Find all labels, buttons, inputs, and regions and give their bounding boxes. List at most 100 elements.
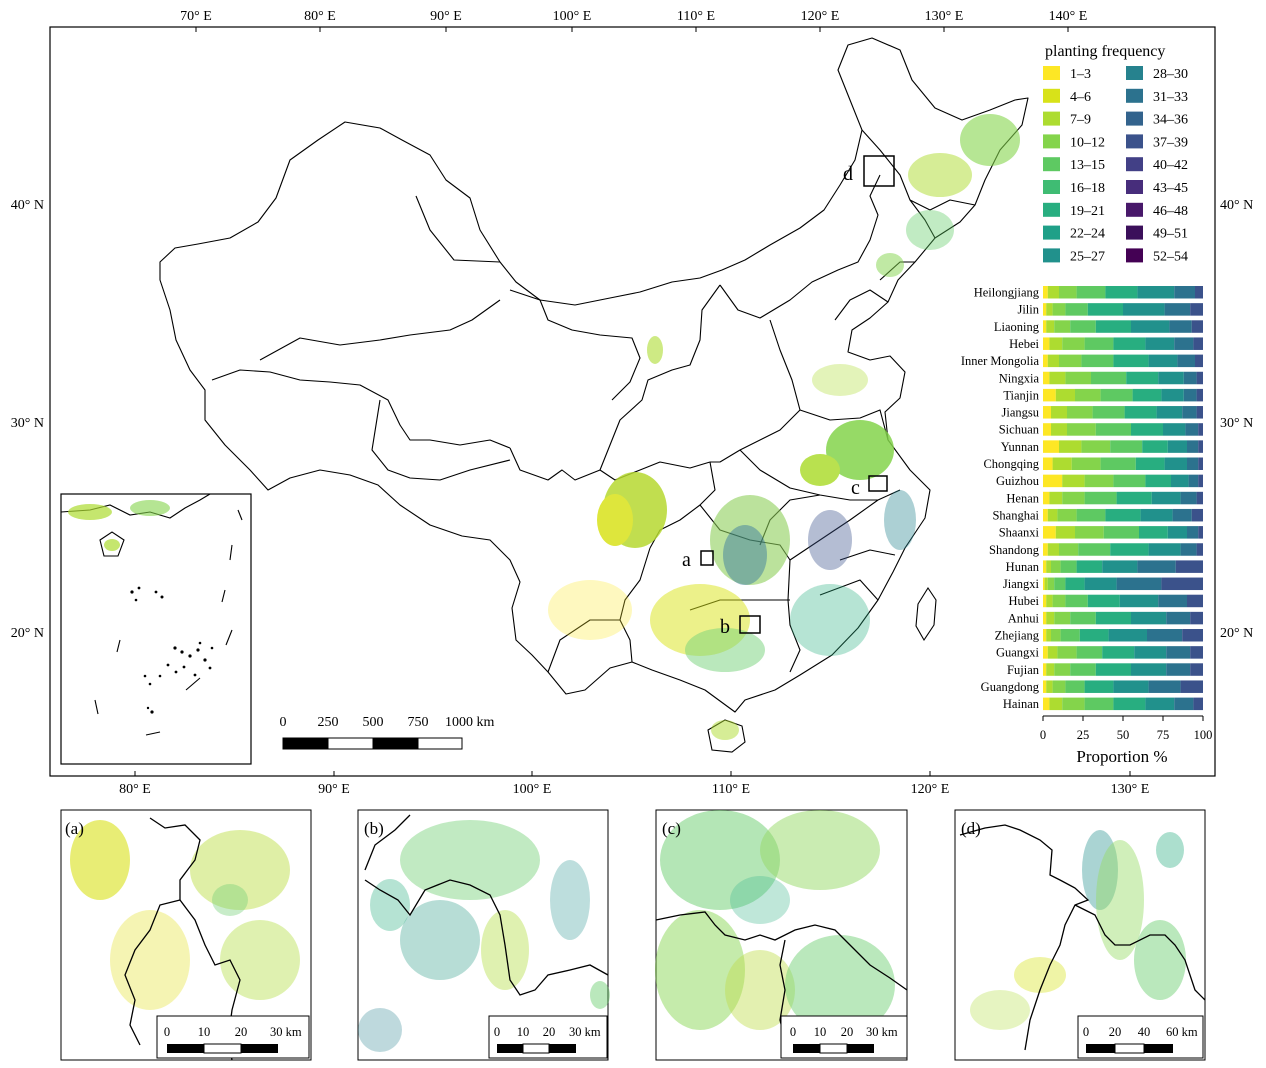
bar-category-label: Shanghai (992, 508, 1039, 522)
bar-segment (1043, 543, 1048, 556)
bar-segment (1087, 303, 1123, 316)
bar-chart-xticks: 0 25 50 75 100 (1040, 716, 1212, 742)
bar-segment (1195, 354, 1203, 368)
lon-label-90: 90° E (430, 9, 462, 24)
bar-segment (1102, 646, 1135, 659)
bar-segment (1182, 629, 1203, 642)
bar-segment (1043, 526, 1056, 539)
legend-label: 22–24 (1070, 227, 1105, 242)
bar-segment (1190, 611, 1203, 625)
bar-segment (1065, 303, 1088, 316)
bar-segment (1059, 286, 1077, 299)
bar-segment (1043, 388, 1056, 402)
bar-segment (1145, 337, 1175, 350)
bar-category-label: Shaanxi (999, 526, 1040, 540)
bar-segment (1151, 491, 1181, 505)
lat-label-l30: 30° N (11, 416, 44, 431)
bar-segment (1065, 577, 1085, 591)
bar-segment (1067, 406, 1093, 419)
bar-segment (1123, 303, 1165, 316)
bar-segment (1043, 491, 1050, 505)
bar-segment (1046, 594, 1053, 608)
bar-segment (1043, 594, 1047, 608)
bar-segment (1145, 474, 1171, 488)
bar-segment (1059, 354, 1082, 368)
bar-segment (1196, 371, 1203, 385)
box-c (868, 475, 888, 492)
bar-segment (1081, 440, 1111, 453)
bar-category-label: Liaoning (994, 320, 1040, 334)
bar-segment (1131, 423, 1163, 436)
bar-segment (1076, 508, 1106, 522)
bar-chart-xtick-label: 25 (1077, 728, 1090, 742)
bar-segment (1043, 371, 1050, 385)
south-china-sea-inset (60, 493, 252, 765)
inset-a-scale-0: 0 (164, 1025, 170, 1039)
bar-segment (1187, 526, 1199, 539)
right-lat-labels: 40° N 30° N 20° N (1220, 198, 1253, 641)
bar-segment (1137, 560, 1176, 573)
bar-segment (1084, 697, 1114, 711)
bar-chart-labels: Heilongjiang Jilin Liaoning Hebei Inner Mong… (961, 286, 1040, 712)
bar-segment (1187, 594, 1203, 608)
box-labels: a b c d (682, 163, 860, 638)
bar-segment (1046, 663, 1055, 676)
bar-segment (1190, 646, 1203, 659)
bar-segment (1043, 320, 1047, 333)
bar-segment (1147, 629, 1183, 642)
bar-segment (1051, 406, 1067, 419)
legend-swatch (1043, 88, 1060, 103)
lon-label-b110: 110° E (712, 782, 750, 797)
bar-segment (1188, 474, 1199, 488)
inset-a-scale-20: 20 (235, 1025, 248, 1039)
inset-c-scale-0: 0 (790, 1025, 796, 1039)
bar-segment (1116, 577, 1162, 591)
bar-segment (1054, 611, 1071, 625)
inset-b-scale-0: 0 (494, 1025, 500, 1039)
bar-segment (1100, 388, 1133, 402)
bar-category-label: Hainan (1003, 697, 1040, 711)
inset-b-scale-20: 20 (543, 1025, 556, 1039)
bar-segment (1047, 543, 1059, 556)
bar-segment (1164, 457, 1187, 470)
bar-segment (1095, 423, 1131, 436)
bar-segment (1102, 560, 1138, 573)
bar-segment (1198, 440, 1203, 453)
bar-segment (1167, 526, 1187, 539)
bar-segment (1174, 697, 1194, 711)
inset-c-label: (c) (662, 819, 681, 838)
bar-segment (1043, 423, 1051, 436)
bottom-lon-labels: 80° E 90° E 100° E 110° E 120° E 130° E (119, 782, 1149, 797)
bar-segment (1196, 406, 1203, 419)
legend-label: 43–45 (1153, 181, 1188, 196)
south-china-sea-cropland (68, 500, 170, 551)
bar-category-label: Jiangxi (1003, 577, 1040, 591)
box-b (739, 615, 761, 634)
bar-segment (1084, 337, 1114, 350)
scale-tick-1000: 1000 km (445, 715, 495, 730)
bar-segment (1183, 388, 1197, 402)
bar-segment (1092, 406, 1125, 419)
legend: planting frequency 1–3 4–6 7–9 10–12 13–15 16… (1035, 38, 1203, 270)
bar-category-label: Guizhou (996, 474, 1040, 488)
bar-segment (1062, 337, 1085, 350)
inset-c-scale-30: 30 km (866, 1025, 898, 1039)
bar-segment (1196, 388, 1203, 402)
bar-segment (1105, 508, 1141, 522)
bar-segment (1084, 474, 1114, 488)
bar-segment (1116, 491, 1152, 505)
bar-segment (1047, 286, 1059, 299)
bar-segment (1043, 577, 1045, 591)
legend-label: 49–51 (1153, 227, 1188, 242)
bar-segment (1051, 560, 1061, 573)
bar-category-label: Hebei (1009, 337, 1039, 351)
bar-category-label: Anhui (1008, 611, 1040, 625)
bar-segment (1119, 594, 1159, 608)
bar-segment (1043, 629, 1047, 642)
legend-title: planting frequency (1045, 43, 1165, 60)
lon-label-b90: 90° E (318, 782, 350, 797)
bar-segment (1196, 491, 1203, 505)
main-scalebar: 0 250 500 750 1000 km (280, 715, 495, 750)
bar-segment (1193, 697, 1203, 711)
bar-segment (1075, 388, 1101, 402)
